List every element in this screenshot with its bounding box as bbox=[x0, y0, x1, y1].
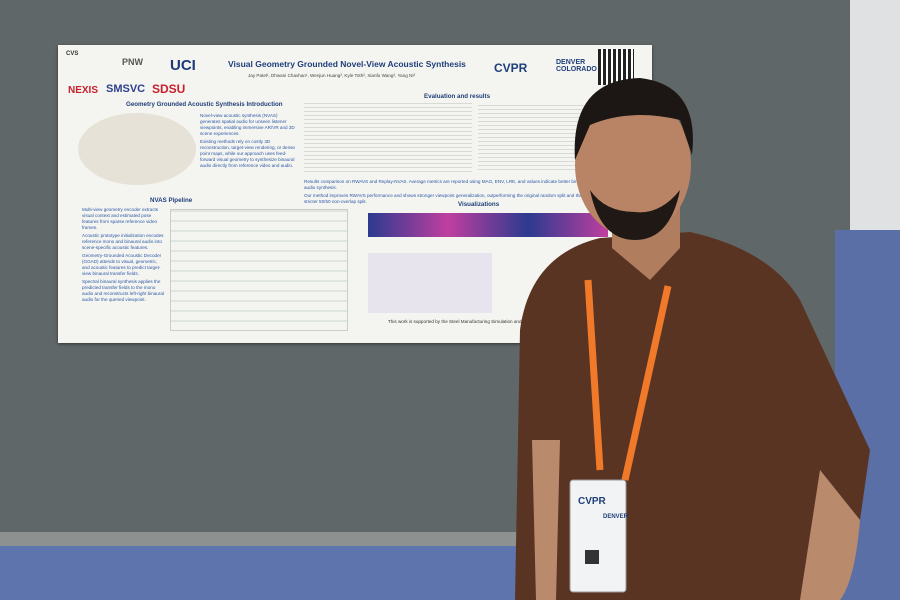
bullet: Results comparison on RWAVS and Replay-N… bbox=[304, 179, 588, 190]
face bbox=[575, 93, 691, 237]
intro-text: Novel-view acoustic synthesis (NVAS) gen… bbox=[200, 113, 296, 171]
logo: NEXIS bbox=[68, 85, 99, 96]
results-text: Results comparison on RWAVS and Replay-N… bbox=[304, 179, 594, 207]
scene-figure bbox=[78, 113, 196, 185]
bullet: Existing methods rely on costly 3D recon… bbox=[200, 138, 295, 168]
pipeline-diagram bbox=[170, 209, 348, 331]
badge bbox=[569, 479, 627, 593]
lanyard bbox=[584, 279, 672, 481]
venue-city: DENVER COLORADO bbox=[556, 59, 597, 73]
hair bbox=[574, 78, 693, 160]
poster-title: Visual Geometry Grounded Novel-View Acou… bbox=[228, 59, 466, 69]
arm bbox=[532, 440, 560, 600]
beard bbox=[590, 190, 680, 240]
authors: Jay Patel¹, Dhwani Chavhan¹, Wenjun Huan… bbox=[248, 73, 415, 78]
waveform-plot bbox=[368, 253, 492, 313]
bullet: Novel-view acoustic synthesis (NVAS) gen… bbox=[200, 113, 295, 136]
section-heading: Visualizations bbox=[458, 201, 500, 208]
bullet: Acoustic prototype initialization encode… bbox=[82, 232, 164, 250]
bullet: Spectral binaural synthesis applies the … bbox=[82, 278, 164, 302]
arm bbox=[800, 470, 860, 600]
logo: CVS bbox=[66, 51, 79, 57]
results-table bbox=[304, 103, 472, 175]
logo: SDSU bbox=[152, 82, 186, 96]
section-heading: Evaluation and results bbox=[424, 93, 491, 100]
badge-city: DENVER bbox=[603, 514, 629, 520]
logo: UCI bbox=[170, 57, 196, 74]
section-heading: Geometry Grounded Acoustic Synthesis Int… bbox=[126, 101, 283, 108]
badge-event: CVPR bbox=[578, 496, 607, 507]
spectrograms bbox=[368, 213, 608, 237]
badge-qr bbox=[585, 550, 599, 564]
section-heading: NVAS Pipeline bbox=[150, 197, 193, 204]
bullet: Geometry-Grounded Acoustic Decoder (GGAD… bbox=[82, 252, 162, 276]
bullet: Our method improves RWAVS performance an… bbox=[304, 192, 582, 204]
background-room bbox=[850, 0, 900, 240]
venue-logo: CVPR bbox=[494, 61, 528, 75]
bullet: Multi-view geometry encoder extracts vis… bbox=[82, 207, 159, 230]
pipeline-text: Multi-view geometry encoder extracts vis… bbox=[82, 207, 164, 305]
logo: SMSVC bbox=[106, 83, 146, 95]
logo: PNW bbox=[122, 57, 143, 67]
acknowledgement: This work is supported by the Steel Manu… bbox=[388, 319, 574, 324]
